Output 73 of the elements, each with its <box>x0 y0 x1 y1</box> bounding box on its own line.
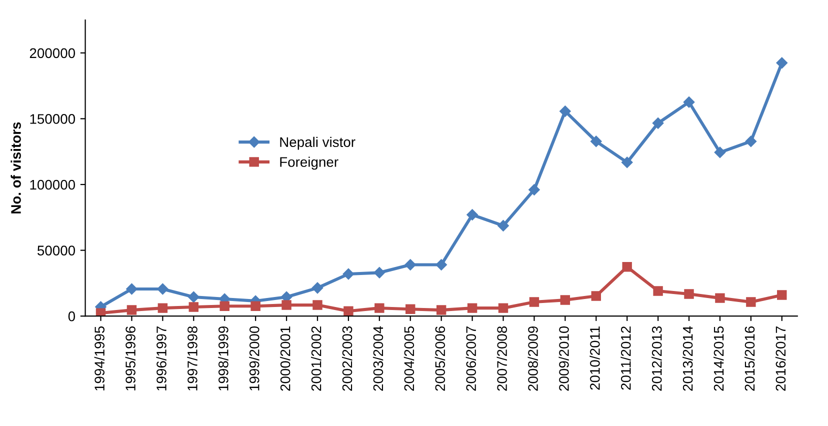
point <box>746 297 756 307</box>
point <box>96 308 106 316</box>
point <box>621 156 633 168</box>
point <box>745 136 757 147</box>
point <box>342 268 354 280</box>
point <box>715 293 725 303</box>
point <box>282 300 292 310</box>
y-tick-label: 100000 <box>30 180 76 190</box>
x-tick-label: 1996/1997 <box>156 326 166 390</box>
point <box>560 295 570 305</box>
point <box>436 305 446 315</box>
x-tick-label: 2012/2013 <box>652 326 662 391</box>
point <box>126 305 137 315</box>
x-tick-label: 2001/2002 <box>311 326 322 391</box>
point <box>684 289 694 299</box>
x-tick-label: 2000/2001 <box>280 326 290 391</box>
point <box>498 220 509 232</box>
point <box>406 304 416 314</box>
y-axis-title: No. of visitors <box>10 122 21 214</box>
x-tick-label: 2011/2012 <box>620 326 631 390</box>
point <box>157 283 168 295</box>
x-tick-label: 2013/2014 <box>682 326 693 391</box>
legend-label: Foreigner <box>280 156 338 170</box>
point <box>653 286 663 296</box>
legend-label: Nepali vistor <box>280 136 356 150</box>
point <box>652 118 664 129</box>
point <box>374 267 386 278</box>
point <box>404 259 416 270</box>
point <box>436 259 447 270</box>
point <box>622 262 632 272</box>
point <box>529 297 540 307</box>
point <box>344 306 354 316</box>
point <box>126 283 138 295</box>
point <box>498 303 508 313</box>
y-tick-label: 150000 <box>30 114 76 124</box>
point <box>374 303 384 313</box>
x-tick-label: 1995/1996 <box>125 326 136 390</box>
point <box>776 57 788 69</box>
y-tick-label: 0 <box>68 311 76 322</box>
x-tick-label: 2009/2010 <box>558 326 569 391</box>
point <box>591 291 601 301</box>
x-tick-label: 2007/2008 <box>496 326 507 391</box>
point <box>312 282 324 294</box>
point <box>312 300 322 310</box>
x-tick-label: 1994/1995 <box>94 326 104 390</box>
y-tick-label: 50000 <box>38 246 76 256</box>
x-tick-label: 2003/2004 <box>372 326 384 391</box>
x-tick-label: 1997/1998 <box>187 326 198 390</box>
x-tick-label: 2014/2015 <box>713 326 724 391</box>
point <box>590 136 602 147</box>
y-tick-label: 200000 <box>30 48 76 58</box>
point <box>683 96 695 108</box>
point <box>467 303 478 313</box>
x-tick-label: 1998/1999 <box>218 326 228 390</box>
point <box>466 209 478 220</box>
x-tick-label: 2006/2007 <box>466 326 476 391</box>
point <box>250 301 260 311</box>
x-tick-label: 1999/2000 <box>249 326 260 390</box>
x-tick-label: 2002/2003 <box>342 326 352 391</box>
point <box>158 303 168 313</box>
point <box>777 290 787 300</box>
x-tick-label: 2004/2005 <box>404 326 414 391</box>
x-tick-label: 2015/2016 <box>744 326 755 391</box>
point <box>188 291 200 303</box>
point <box>560 106 571 117</box>
point <box>528 184 540 196</box>
x-tick-label: 2016/2017 <box>775 326 786 391</box>
point <box>714 146 726 158</box>
x-tick-label: 2005/2006 <box>434 326 446 391</box>
point <box>188 302 199 312</box>
x-tick-label: 2010/2011 <box>590 326 600 390</box>
x-tick-label: 2008/2009 <box>528 326 538 391</box>
point <box>220 301 230 311</box>
